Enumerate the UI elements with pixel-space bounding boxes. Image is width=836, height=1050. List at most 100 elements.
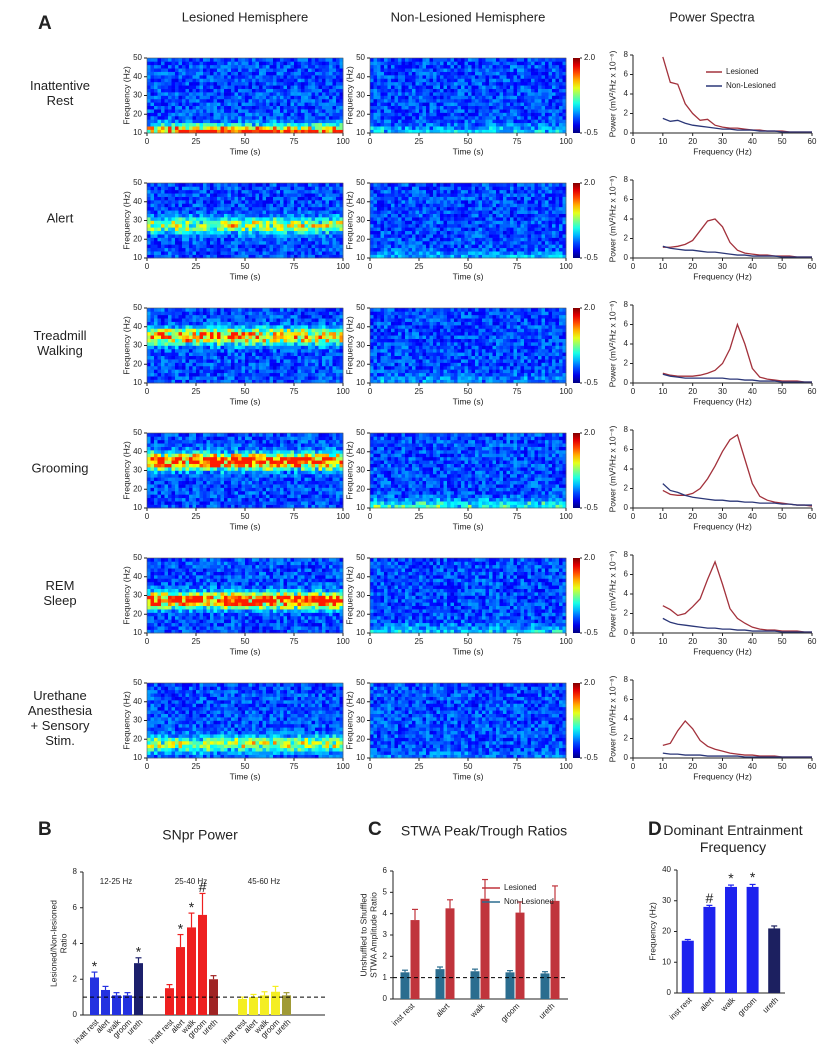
- spectrogram-cell: [464, 115, 469, 120]
- spectrogram-cell: [450, 122, 455, 127]
- spectrogram-cell: [318, 126, 323, 130]
- spectrogram-cell: [224, 98, 228, 103]
- spectrogram-cell: [384, 98, 388, 103]
- spectrogram-cell: [308, 223, 312, 228]
- spectrogram-cell: [391, 122, 395, 127]
- spectrogram-cell: [478, 183, 483, 187]
- spectrogram-cell: [266, 61, 270, 66]
- spectrogram-cell: [206, 189, 211, 194]
- spectrogram-cell: [283, 254, 288, 259]
- spectrogram-cell: [252, 200, 256, 204]
- spectrogram-cell: [164, 92, 169, 96]
- spectrogram-cell: [259, 227, 263, 232]
- spectrogram-cell: [401, 206, 406, 211]
- spectrogram-cell: [485, 95, 490, 100]
- spectrogram-cell: [164, 58, 169, 62]
- spectrogram-cell: [387, 247, 392, 252]
- spectrogram-cell: [548, 251, 553, 255]
- spectrogram-cell: [510, 102, 514, 107]
- spectrogram-cell: [339, 251, 344, 255]
- spectrogram-cell: [266, 105, 270, 110]
- spectrogram-cell: [373, 196, 378, 201]
- spectrogram-cell: [429, 92, 434, 96]
- spectrogram-cell: [548, 115, 553, 120]
- spectrogram-cell: [175, 115, 179, 120]
- spectrogram-cell: [412, 102, 416, 107]
- spectrogram-cell: [531, 58, 535, 62]
- spectrogram-cell: [185, 186, 190, 191]
- spectrogram-cell: [524, 210, 528, 214]
- spectrogram-cell: [325, 109, 330, 113]
- spectrogram-cell: [408, 210, 413, 214]
- spectrogram-cell: [443, 196, 448, 201]
- spectrogram-cell: [322, 81, 326, 86]
- spectrogram-cell: [157, 206, 162, 211]
- spectrogram-cell: [468, 220, 472, 225]
- spectrogram-cell: [370, 230, 374, 235]
- spectrogram-cell: [447, 68, 451, 72]
- spectrogram-cell: [454, 234, 458, 238]
- spectrogram-cell: [322, 105, 326, 110]
- spectrogram-cell: [311, 244, 316, 249]
- spectrogram-cell: [499, 98, 504, 103]
- spectrogram-cell: [304, 85, 309, 89]
- spectrogram-cell: [422, 186, 427, 191]
- spectrogram-cell: [517, 227, 521, 232]
- spectrogram-cell: [447, 217, 451, 221]
- spectrogram-cell: [241, 213, 246, 218]
- spectrogram-cell: [318, 109, 323, 113]
- spectrogram-cell: [164, 251, 169, 255]
- spectrogram-cell: [308, 129, 312, 134]
- spectrogram-cell: [182, 102, 186, 107]
- spectrogram-cell: [315, 109, 319, 113]
- spectrogram-cell: [527, 75, 532, 79]
- spectrogram-cell: [401, 105, 406, 110]
- spectrogram-cell: [182, 247, 186, 252]
- spectrogram-cell: [527, 85, 532, 89]
- spectrogram-cell: [217, 68, 221, 72]
- spectrogram-cell: [217, 119, 221, 124]
- spectrogram-cell: [294, 210, 298, 214]
- spectrogram-cell: [231, 240, 235, 245]
- spectrogram-cell: [422, 71, 427, 76]
- spectrogram-cell: [171, 64, 176, 69]
- spectrogram-cell: [294, 109, 298, 113]
- spectrogram-cell: [405, 115, 409, 120]
- spectrogram-cell: [426, 109, 430, 113]
- spectrogram-cell: [196, 183, 200, 187]
- spectrogram-cell: [433, 92, 437, 96]
- spectrogram-cell: [150, 109, 155, 113]
- spectrogram-cell: [147, 109, 151, 113]
- spectrogram-cell: [189, 183, 193, 187]
- spectrogram-cell: [259, 105, 263, 110]
- spectrogram-cell: [161, 240, 165, 245]
- spectrogram-cell: [294, 95, 298, 100]
- spectrogram-cell: [252, 237, 256, 242]
- spectrogram-cell: [294, 119, 298, 124]
- spectrogram-cell: [259, 109, 263, 113]
- spectrogram-cell: [217, 78, 221, 83]
- spectrogram-cell: [422, 206, 427, 211]
- spectrogram-cell: [401, 254, 406, 259]
- spectrogram-cell: [252, 88, 256, 93]
- spectrogram-cell: [443, 112, 448, 117]
- spectrogram-cell: [454, 95, 458, 100]
- spectrogram-cell: [325, 183, 330, 187]
- spectrogram-cell: [485, 58, 490, 62]
- spectrogram-cell: [398, 112, 402, 117]
- spectrogram-cell: [329, 122, 333, 127]
- spectrogram-cell: [555, 75, 560, 79]
- spectrogram-cell: [196, 234, 200, 238]
- spectrogram-cell: [548, 189, 553, 194]
- spectrogram-cell: [220, 196, 225, 201]
- spectrogram-cell: [436, 85, 441, 89]
- spectrogram-cell: [552, 206, 556, 211]
- spectrogram-cell: [520, 220, 525, 225]
- spectrogram-cell: [206, 203, 211, 208]
- spectrogram-cell: [373, 189, 378, 194]
- spectrogram-cell: [322, 64, 326, 69]
- spectrogram-cell: [301, 92, 305, 96]
- spectrogram-cell: [280, 230, 284, 235]
- spectrogram-cell: [534, 68, 539, 72]
- spectrogram-cell: [499, 237, 504, 242]
